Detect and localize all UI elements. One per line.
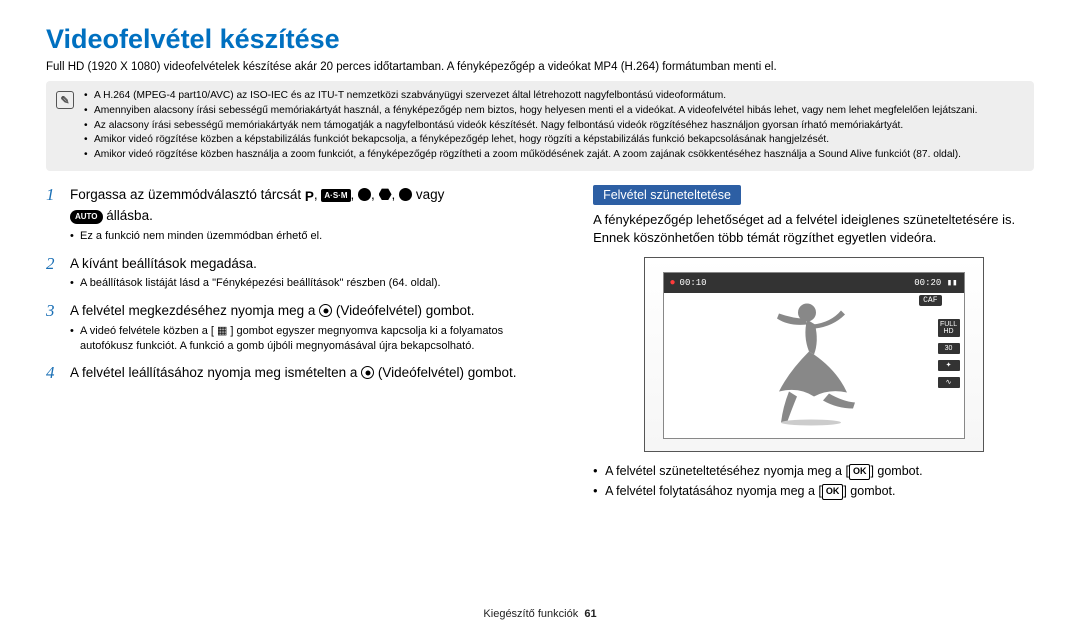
step-number: 2	[46, 254, 55, 274]
ok-button-icon: OK	[822, 484, 844, 500]
info-icon: ✎	[56, 91, 74, 109]
page-number: 61	[584, 608, 596, 620]
info-box: ✎ A H.264 (MPEG-4 part10/AVC) az ISO-IEC…	[46, 81, 1034, 171]
step-sub-item: A beállítások listáját lásd a "Fényképez…	[70, 276, 553, 291]
record-button-icon	[361, 366, 374, 379]
lcd-caf: CAF	[919, 295, 941, 306]
step-sub-item: Ez a funkció nem minden üzemmódban érhet…	[70, 229, 553, 244]
subheading: Felvétel szüneteltetése	[593, 185, 741, 205]
mode-magic-icon	[379, 188, 392, 201]
info-list: A H.264 (MPEG-4 part10/AVC) az ISO-IEC é…	[84, 89, 977, 163]
left-column: 1 Forgassa az üzemmódválasztó tárcsát P,…	[46, 185, 553, 501]
pause-icon: ▮▮	[947, 278, 958, 288]
badge-stabilize-icon: ✦	[938, 360, 960, 371]
lcd-topbar: ● 00:10 00:20 ▮▮	[664, 273, 964, 293]
step-text: vagy	[416, 187, 445, 202]
step-number: 1	[46, 185, 55, 205]
lcd-elapsed: 00:10	[680, 278, 707, 288]
step-1: 1 Forgassa az üzemmódválasztó tárcsát P,…	[46, 185, 553, 244]
ok-button-icon: OK	[849, 464, 871, 480]
lcd-remain: 00:20	[914, 278, 941, 288]
mode-smart-icon	[399, 188, 412, 201]
page-title: Videofelvétel készítése	[46, 24, 1034, 55]
mode-auto-icon: AUTO	[70, 210, 103, 224]
dancer-figure	[759, 296, 869, 431]
mode-p-icon: P	[305, 187, 314, 207]
step-3: 3 A felvétel megkezdéséhez nyomja meg a …	[46, 301, 553, 353]
step-4: 4 A felvétel leállításához nyomja meg is…	[46, 363, 553, 383]
step-number: 4	[46, 363, 55, 383]
step-sub-item: A videó felvétele közben a [ ▦ ] gombot …	[70, 324, 553, 354]
mode-scene-icon	[358, 188, 371, 201]
step-text: Forgassa az üzemmódválasztó tárcsát	[70, 187, 305, 202]
info-item: Amikor videó rögzítése közben használja …	[84, 148, 977, 162]
info-item: A H.264 (MPEG-4 part10/AVC) az ISO-IEC é…	[84, 89, 977, 103]
step-2: 2 A kívánt beállítások megadása. A beáll…	[46, 254, 553, 291]
intro-text: Full HD (1920 X 1080) videofelvételek ké…	[46, 61, 1034, 73]
step-text: A felvétel megkezdéséhez nyomja meg a	[70, 303, 319, 318]
list-item: A felvétel szüneteltetéséhez nyomja meg …	[593, 462, 1034, 481]
list-item: A felvétel folytatásához nyomja meg a [O…	[593, 482, 1034, 501]
right-intro: A fényképezőgép lehetőséget ad a felvéte…	[593, 211, 1034, 247]
mode-asm-icon: A·S·M	[321, 189, 350, 203]
info-item: Amikor videó rögzítése közben a képstabi…	[84, 133, 977, 147]
info-item: Amennyiben alacsony írási sebességű memó…	[84, 104, 977, 118]
rec-dot-icon: ●	[670, 278, 676, 289]
footer-section: Kiegészítő funkciók	[483, 608, 578, 620]
badge-sound-icon: ∿	[938, 377, 960, 388]
step-text: A felvétel leállításához nyomja meg ismé…	[70, 365, 361, 380]
badge-fullhd-icon: FULLHD	[938, 319, 960, 337]
step-text: (Videófelvétel) gombot.	[336, 303, 475, 318]
record-button-icon	[319, 304, 332, 317]
step-text: A kívánt beállítások megadása.	[70, 254, 553, 274]
step-number: 3	[46, 301, 55, 321]
lcd-side-icons: FULLHD 30 ✦ ∿	[938, 319, 960, 388]
page-footer: Kiegészítő funkciók 61	[0, 608, 1080, 620]
lcd-preview: ● 00:10 00:20 ▮▮ CAF FULLHD 30 ✦ ∿	[644, 257, 984, 452]
right-column: Felvétel szüneteltetése A fényképezőgép …	[593, 185, 1034, 501]
badge-fps-icon: 30	[938, 343, 960, 354]
info-item: Az alacsony írási sebességű memóriakárty…	[84, 119, 977, 133]
step-text: (Videófelvétel) gombot.	[378, 365, 517, 380]
step-text: állásba.	[106, 208, 153, 223]
right-notes: A felvétel szüneteltetéséhez nyomja meg …	[593, 462, 1034, 501]
